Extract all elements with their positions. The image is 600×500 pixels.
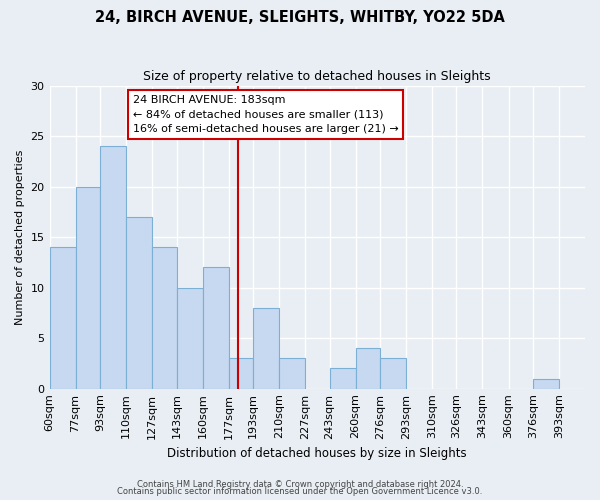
- Title: Size of property relative to detached houses in Sleights: Size of property relative to detached ho…: [143, 70, 491, 83]
- Bar: [229, 358, 253, 388]
- Bar: [100, 146, 126, 388]
- Bar: [533, 378, 559, 388]
- Text: Contains public sector information licensed under the Open Government Licence v3: Contains public sector information licen…: [118, 487, 482, 496]
- Bar: [50, 247, 76, 388]
- Bar: [380, 358, 406, 388]
- Bar: [76, 186, 100, 388]
- Bar: [152, 247, 176, 388]
- Bar: [126, 217, 152, 388]
- Bar: [253, 308, 279, 388]
- Text: 24 BIRCH AVENUE: 183sqm
← 84% of detached houses are smaller (113)
16% of semi-d: 24 BIRCH AVENUE: 183sqm ← 84% of detache…: [133, 94, 398, 134]
- Bar: [329, 368, 356, 388]
- Bar: [176, 288, 203, 388]
- Text: Contains HM Land Registry data © Crown copyright and database right 2024.: Contains HM Land Registry data © Crown c…: [137, 480, 463, 489]
- Bar: [203, 268, 229, 388]
- X-axis label: Distribution of detached houses by size in Sleights: Distribution of detached houses by size …: [167, 447, 467, 460]
- Y-axis label: Number of detached properties: Number of detached properties: [15, 150, 25, 325]
- Bar: [356, 348, 380, 389]
- Bar: [279, 358, 305, 388]
- Text: 24, BIRCH AVENUE, SLEIGHTS, WHITBY, YO22 5DA: 24, BIRCH AVENUE, SLEIGHTS, WHITBY, YO22…: [95, 10, 505, 25]
